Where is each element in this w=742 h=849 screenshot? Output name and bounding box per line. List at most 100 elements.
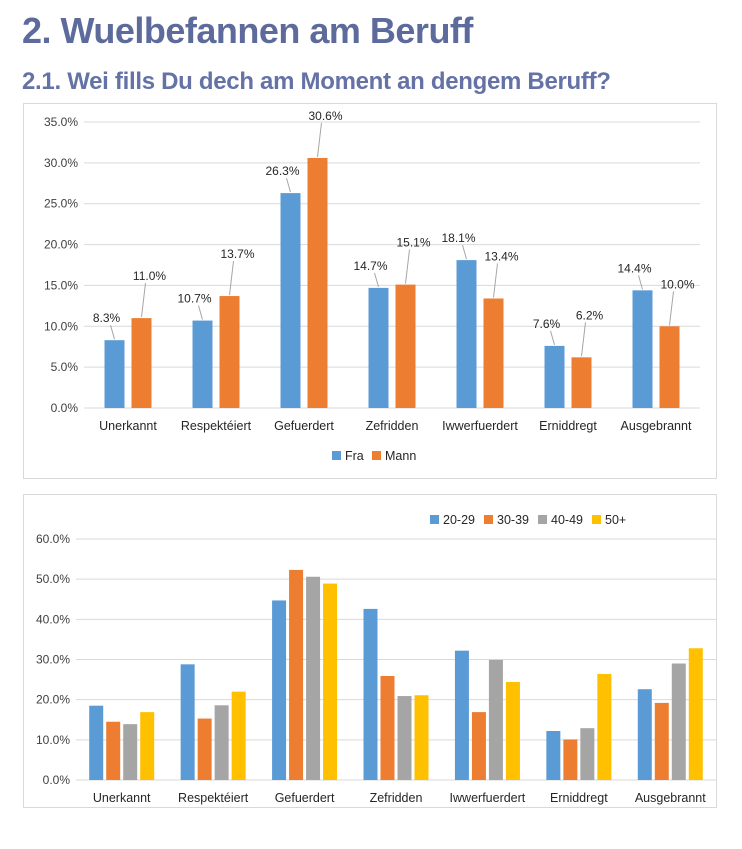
bar-40-49-erniddregt [580,728,595,780]
bar-20-29-respekt-iert [180,664,195,780]
x-tick-label-ausgebrannt: Ausgebrannt [635,791,706,805]
leader-line [317,122,322,158]
legend-swatch-20-29 [430,515,439,524]
bar-30-39-erniddregt [563,739,578,780]
y-tick-label: 30.0% [36,653,70,667]
legend-label-mann: Mann [385,449,416,463]
bar-50-iwwerfuerdert [505,681,520,780]
bar-20-29-iwwerfuerdert [454,650,469,780]
bar-fra-gefuerdert [280,193,301,408]
y-tick-label: 20.0% [44,238,78,252]
bar-40-49-iwwerfuerdert [488,659,503,780]
legend-label-20-29: 20-29 [443,513,475,527]
bar-50-erniddregt [597,673,612,780]
bar-20-29-erniddregt [546,730,561,780]
legend-swatch-fra [332,451,341,460]
y-tick-label: 5.0% [51,360,79,374]
data-label-fra-ausgebrannt: 14.4% [617,261,651,275]
y-tick-label: 10.0% [36,733,70,747]
leader-line [374,272,379,288]
y-tick-label: 60.0% [36,532,70,546]
data-label-fra-respekt-iert: 10.7% [177,292,211,306]
x-tick-label-gefuerdert: Gefuerdert [274,419,334,433]
leader-line [581,322,586,357]
section-subtitle: 2.1. Wei fills Du dech am Moment an deng… [22,68,611,95]
leader-line [110,325,115,340]
leader-line [198,305,203,320]
leader-line [669,291,674,326]
bar-fra-iwwerfuerdert [456,260,477,408]
leader-line [550,330,555,346]
y-tick-label: 50.0% [36,572,70,586]
y-tick-label: 30.0% [44,156,78,170]
bar-20-29-zefridden [363,608,378,780]
x-tick-label-erniddregt: Erniddregt [550,791,608,805]
legend-label-40-49: 40-49 [551,513,583,527]
bar-30-39-gefuerdert [289,569,304,780]
data-label-mann-erniddregt: 6.2% [576,308,604,322]
leader-line [462,244,467,260]
bar-fra-ausgebrannt [632,290,653,408]
legend-swatch-40-49 [538,515,547,524]
bar-mann-zefridden [395,284,416,408]
leader-line [638,275,643,290]
leader-line [141,283,146,318]
data-label-mann-unerkannt: 11.0% [133,269,166,283]
bar-50-gefuerdert [323,583,338,780]
bar-20-29-gefuerdert [272,600,287,780]
bar-30-39-zefridden [380,675,395,780]
chart-age-svg: 0.0% 10.0% 20.0% 30.0% 40.0% 50.0% 60.0% Unerka… [36,513,716,805]
x-tick-label-zefridden: Zefridden [370,791,423,805]
bar-30-39-iwwerfuerdert [471,712,486,780]
bar-mann-gefuerdert [307,157,328,408]
chart-age: 0.0% 10.0% 20.0% 30.0% 40.0% 50.0% 60.0% Unerka… [23,494,717,808]
data-label-fra-erniddregt: 7.6% [533,317,561,331]
bar-fra-erniddregt [544,345,565,408]
y-tick-label: 10.0% [44,319,78,333]
y-tick-label: 0.0% [43,773,71,787]
data-label-fra-zefridden: 14.7% [353,259,387,273]
legend-label-50: 50+ [605,513,626,527]
bar-40-49-respekt-iert [214,705,229,780]
legend-swatch-mann [372,451,381,460]
bar-50-respekt-iert [231,691,246,780]
data-label-mann-gefuerdert: 30.6% [308,109,342,123]
bar-30-39-ausgebrannt [654,702,669,780]
y-tick-label: 40.0% [36,612,70,626]
bar-50-ausgebrannt [688,648,703,780]
bar-40-49-zefridden [397,696,412,780]
bar-40-49-gefuerdert [306,576,321,780]
x-tick-label-iwwerfuerdert: Iwwerfuerdert [442,419,518,433]
data-label-mann-ausgebrannt: 10.0% [660,277,694,291]
data-label-fra-iwwerfuerdert: 18.1% [441,231,475,245]
x-tick-label-unerkannt: Unerkannt [93,791,151,805]
bar-mann-erniddregt [571,357,592,408]
bar-mann-unerkannt [131,318,152,408]
data-label-mann-zefridden: 15.1% [396,236,430,250]
y-tick-label: 25.0% [44,197,78,211]
leader-line [405,249,410,284]
bar-40-49-unerkannt [123,724,138,780]
bar-fra-zefridden [368,287,389,408]
x-tick-label-ausgebrannt: Ausgebrannt [621,419,692,433]
x-tick-label-iwwerfuerdert: Iwwerfuerdert [450,791,526,805]
data-label-mann-respekt-iert: 13.7% [220,247,254,261]
data-label-fra-unerkannt: 8.3% [93,311,121,325]
x-tick-label-erniddregt: Erniddregt [539,419,597,433]
bar-30-39-respekt-iert [197,718,212,780]
leader-line [286,177,291,193]
chart-gender-svg: 0.0% 5.0% 10.0% 15.0% 20.0% 25.0% 30.0% 35.0% Un… [44,109,700,463]
y-tick-label: 0.0% [51,401,79,415]
x-tick-label-unerkannt: Unerkannt [99,419,157,433]
x-tick-label-respekt-iert: Respektéiert [181,419,252,433]
bar-20-29-unerkannt [89,705,104,780]
leader-line [493,263,498,298]
data-label-mann-iwwerfuerdert: 13.4% [484,250,518,264]
bar-50-zefridden [414,695,429,780]
y-tick-label: 35.0% [44,115,78,129]
bar-mann-respekt-iert [219,296,240,408]
bar-20-29-ausgebrannt [637,689,652,780]
bar-40-49-ausgebrannt [671,663,686,780]
data-label-fra-gefuerdert: 26.3% [265,164,299,178]
x-tick-label-gefuerdert: Gefuerdert [275,791,335,805]
